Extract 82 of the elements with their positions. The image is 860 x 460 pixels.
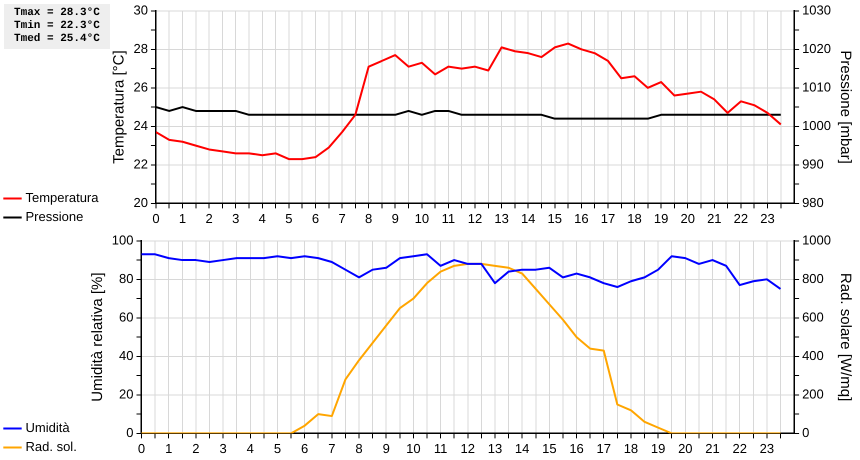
x-tick-label: 20 [680,210,695,226]
x-tick-label: 6 [312,210,320,226]
x-tick-label: 13 [488,440,502,456]
text: Tmin = 22.3°C [14,20,100,33]
y2-tick-label: 990 [802,156,824,172]
x-tick-label: 4 [258,210,266,226]
x-tick-label: 10 [414,210,430,226]
y-tick-label: 20 [133,194,148,210]
y2-tick-label: 1010 [802,79,831,94]
y-tick-label: 0 [126,424,134,440]
y-tick-label: 26 [133,79,148,94]
x-tick-label: 10 [406,440,421,456]
legend-label: Pressione [26,209,84,224]
x-tick-label: 9 [382,440,390,456]
y-axis-title: Umidità relativa [%] [88,272,106,402]
x-tick-label: 1 [165,440,172,456]
y-tick-label: 20 [119,386,134,402]
x-tick-label: 9 [392,210,399,226]
x-tick-label: 16 [574,210,589,226]
x-tick-label: 13 [494,210,509,226]
x-tick-label: 4 [246,440,254,456]
y2-axis-title: Rad. solare [W/mq] [836,272,854,402]
x-tick-label: 7 [338,210,346,226]
x-tick-label: 0 [152,210,160,226]
y-tick-label: 22 [133,156,148,172]
x-tick-label: 16 [569,440,584,456]
x-tick-label: 5 [274,440,282,456]
x-tick-label: 23 [760,210,775,226]
x-tick-label: 17 [600,210,616,226]
x-tick-label: 21 [707,210,722,226]
y2-axis-title: Pressione [mbar] [836,50,854,164]
x-tick-label: 15 [548,210,562,226]
y-tick-label: 100 [112,232,134,248]
x-tick-label: 23 [760,440,774,456]
y2-tick-label: 800 [802,270,824,286]
x-tick-label: 8 [355,440,363,456]
y-tick-label: 80 [119,270,134,286]
y-tick-label: 28 [133,40,148,56]
x-tick-label: 19 [650,440,666,456]
y2-tick-label: 980 [802,194,824,210]
x-tick-label: 15 [542,440,557,456]
text: Tmax = 28.3°C [14,7,100,20]
x-tick-label: 6 [301,440,308,456]
y-axis-title: Temperatura [°C] [110,50,128,164]
x-tick-label: 1 [178,210,186,226]
legend-label: Umidità [26,420,70,436]
x-tick-label: 20 [678,440,693,456]
x-tick-label: 19 [654,210,668,226]
x-tick-label: 8 [365,210,372,226]
y2-tick-label: 1020 [802,40,831,56]
x-tick-label: 18 [624,440,638,456]
x-tick-label: 14 [514,440,530,456]
y2-tick-label: 1000 [802,232,831,248]
x-tick-label: 14 [520,210,536,226]
y2-tick-label: 1000 [802,118,831,133]
x-tick-label: 22 [734,210,748,226]
x-tick-label: 5 [285,210,292,226]
x-tick-label: 11 [442,210,456,226]
x-tick-label: 12 [460,440,476,456]
x-tick-label: 22 [732,440,747,456]
x-tick-label: 12 [468,210,482,226]
legend-label: Temperatura [26,190,100,206]
text: Tmed = 25.4°C [14,33,100,46]
x-tick-label: 11 [434,440,448,456]
x-tick-label: 3 [219,440,227,456]
y2-tick-label: 1030 [802,2,831,18]
y2-tick-label: 600 [802,309,824,324]
y-tick-label: 24 [133,118,148,133]
y-tick-label: 30 [133,2,148,18]
x-tick-label: 3 [232,210,240,226]
y2-tick-label: 400 [802,348,824,363]
y-tick-label: 60 [119,309,134,324]
legend-label: Rad. sol. [26,439,77,454]
y-tick-label: 40 [119,348,134,363]
x-tick-label: 17 [596,440,611,456]
x-tick-label: 7 [328,440,336,456]
x-tick-label: 21 [705,440,720,456]
x-tick-label: 18 [627,210,642,226]
x-tick-label: 2 [192,440,200,456]
y2-tick-label: 0 [802,424,810,440]
y2-tick-label: 200 [802,386,824,402]
x-tick-label: 2 [206,210,213,226]
